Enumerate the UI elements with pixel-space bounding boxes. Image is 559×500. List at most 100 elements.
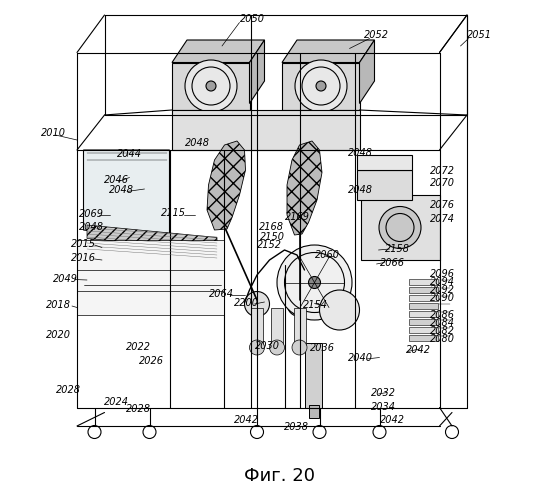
- Text: 2015: 2015: [70, 239, 96, 249]
- Bar: [309, 405, 319, 417]
- Text: 2084: 2084: [429, 318, 454, 328]
- Bar: [83, 268, 221, 291]
- Circle shape: [143, 426, 156, 438]
- Bar: [271, 308, 283, 345]
- Circle shape: [313, 426, 326, 438]
- Text: 2010: 2010: [40, 128, 65, 138]
- Text: 2048: 2048: [108, 185, 134, 195]
- Polygon shape: [172, 40, 264, 62]
- Bar: [172, 62, 249, 110]
- Text: 2026: 2026: [139, 356, 163, 366]
- Text: 2115: 2115: [160, 208, 186, 218]
- Circle shape: [249, 340, 264, 355]
- Polygon shape: [249, 40, 264, 104]
- Bar: [87, 258, 220, 272]
- Text: 2034: 2034: [371, 402, 396, 412]
- Text: 2074: 2074: [429, 214, 454, 224]
- Text: 2158: 2158: [385, 244, 410, 254]
- Circle shape: [206, 81, 216, 91]
- Text: 2024: 2024: [103, 397, 129, 407]
- Text: 2094: 2094: [429, 277, 454, 287]
- Circle shape: [309, 276, 320, 288]
- Circle shape: [244, 292, 269, 316]
- Text: 2150: 2150: [259, 232, 285, 241]
- Text: 2042: 2042: [405, 345, 430, 355]
- Circle shape: [250, 426, 263, 438]
- Text: 2096: 2096: [429, 269, 454, 279]
- Polygon shape: [87, 225, 217, 250]
- Text: 2076: 2076: [429, 200, 454, 210]
- Bar: [409, 278, 438, 285]
- Bar: [409, 310, 438, 317]
- Bar: [78, 241, 222, 314]
- Circle shape: [88, 426, 101, 438]
- Text: 2048: 2048: [348, 148, 372, 158]
- Text: 2168: 2168: [258, 222, 283, 232]
- Text: 2052: 2052: [363, 30, 389, 40]
- Text: 2070: 2070: [429, 178, 454, 188]
- Text: 2090: 2090: [429, 293, 454, 303]
- Text: 2072: 2072: [429, 166, 454, 176]
- Text: 2030: 2030: [254, 341, 280, 351]
- Circle shape: [316, 81, 326, 91]
- Text: 2048: 2048: [184, 138, 210, 147]
- Text: 2064: 2064: [209, 289, 234, 299]
- Bar: [409, 294, 438, 301]
- Text: 2040: 2040: [348, 353, 372, 363]
- Text: 2016: 2016: [70, 253, 96, 263]
- Bar: [409, 302, 438, 309]
- Bar: [409, 326, 438, 333]
- Circle shape: [295, 60, 347, 112]
- Circle shape: [373, 426, 386, 438]
- Polygon shape: [282, 40, 375, 62]
- Polygon shape: [359, 40, 375, 104]
- Bar: [409, 318, 438, 325]
- Text: 2028: 2028: [126, 404, 150, 414]
- Text: 2069: 2069: [78, 209, 103, 219]
- Polygon shape: [207, 141, 245, 230]
- Circle shape: [185, 60, 237, 112]
- Text: 2042: 2042: [234, 415, 258, 425]
- Circle shape: [320, 290, 359, 330]
- Text: 2092: 2092: [429, 285, 454, 295]
- Text: 2020: 2020: [46, 330, 71, 340]
- Text: 2066: 2066: [380, 258, 405, 268]
- Text: 2049: 2049: [53, 274, 78, 283]
- Text: 2086: 2086: [429, 310, 454, 320]
- Text: 2048: 2048: [78, 222, 103, 232]
- Text: 2046: 2046: [103, 175, 129, 185]
- Text: 2022: 2022: [126, 342, 150, 352]
- Text: 2044: 2044: [117, 149, 142, 159]
- Polygon shape: [287, 141, 322, 235]
- Circle shape: [446, 426, 458, 438]
- Bar: [293, 308, 306, 345]
- Bar: [357, 155, 412, 170]
- Bar: [357, 170, 412, 200]
- Text: 2028: 2028: [55, 385, 80, 395]
- Text: 2036: 2036: [310, 343, 334, 353]
- Circle shape: [287, 292, 312, 316]
- Bar: [172, 110, 359, 150]
- Text: 2200: 2200: [234, 298, 258, 308]
- Bar: [361, 195, 439, 260]
- Circle shape: [292, 340, 307, 355]
- Text: 2050: 2050: [239, 14, 264, 24]
- Circle shape: [269, 340, 285, 355]
- Bar: [409, 334, 438, 341]
- Bar: [305, 342, 322, 407]
- Text: 2060: 2060: [315, 250, 339, 260]
- Text: 2082: 2082: [429, 326, 454, 336]
- Text: 2152: 2152: [257, 240, 282, 250]
- Text: 2154: 2154: [302, 300, 328, 310]
- Text: 2169: 2169: [285, 212, 310, 222]
- Bar: [282, 62, 359, 110]
- Text: 2038: 2038: [283, 422, 309, 432]
- Text: Фиг. 20: Фиг. 20: [244, 467, 315, 485]
- Bar: [87, 241, 220, 256]
- Circle shape: [379, 206, 421, 248]
- Circle shape: [277, 245, 352, 320]
- Text: 2080: 2080: [429, 334, 454, 344]
- Bar: [251, 308, 263, 345]
- Text: 2018: 2018: [46, 300, 71, 310]
- Bar: [409, 286, 438, 293]
